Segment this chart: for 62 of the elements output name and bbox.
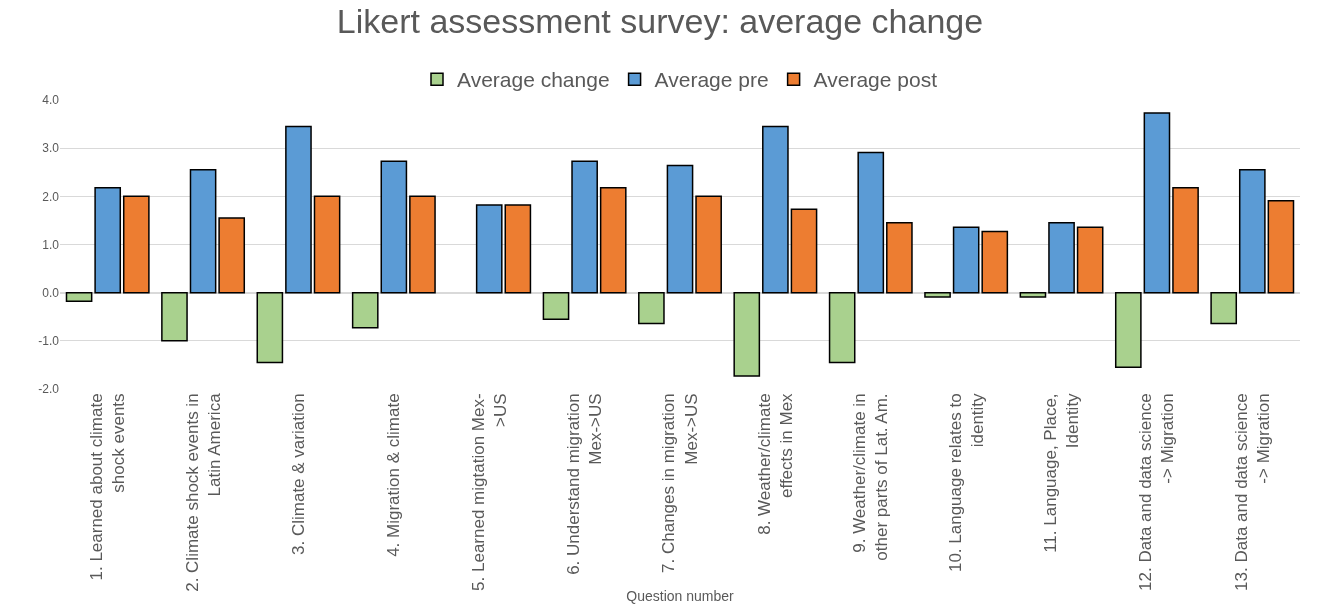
bar (542, 291, 570, 320)
bar (1172, 186, 1199, 294)
x-tick-label: 10. Language relates to identity (945, 392, 987, 573)
bar (924, 291, 951, 298)
bar (571, 160, 598, 294)
x-tick-label: 9. Weather/climate in other parts of Lat. Am. (850, 393, 892, 561)
x-tick-label: 6. Understand migration Mex->US (564, 393, 606, 575)
legend-label: Average pre (654, 68, 769, 92)
bar (599, 186, 627, 294)
bar (351, 291, 379, 329)
x-tick-label: 7. Changes in migration Mex->US (659, 393, 701, 573)
bar (952, 226, 980, 294)
bar (857, 151, 885, 294)
bar (1238, 169, 1266, 294)
bar (638, 291, 665, 325)
chart-title: Likert assessment survey: average change (336, 1, 984, 40)
bar (285, 125, 312, 294)
bar (1019, 291, 1047, 298)
y-tick-label: -1.0 (38, 334, 60, 349)
bar (1143, 112, 1171, 294)
y-tick-label: -2.0 (38, 382, 60, 397)
bar (1076, 226, 1104, 294)
y-tick-label: 4.0 (42, 93, 60, 108)
x-axis-title: Question number (626, 588, 735, 604)
bar (886, 222, 913, 294)
x-tick-label: 8. Weather/climate effects in Mex (754, 392, 796, 535)
x-tick-label: 11. Language, Place, Identity (1041, 392, 1083, 553)
bar (666, 164, 694, 294)
y-tick-label: 2.0 (42, 189, 60, 204)
x-tick-label: 3. Climate & variation (288, 393, 308, 555)
bar (65, 291, 93, 303)
bar (1114, 291, 1142, 369)
bar (218, 217, 246, 294)
x-tick-label: 1. Learned about climate shock events (87, 393, 129, 581)
bar (1267, 199, 1295, 294)
legend-label: Average post (813, 68, 938, 92)
bar (122, 195, 150, 294)
bar (94, 186, 122, 294)
x-tick-label: 13. Data and data science -> Migration (1231, 393, 1273, 591)
bar (828, 291, 856, 364)
bar (313, 195, 341, 294)
bar (161, 291, 188, 342)
bar (762, 125, 789, 294)
bar (504, 204, 532, 294)
bar (790, 208, 818, 294)
legend-label: Average change (457, 68, 610, 92)
y-tick-label: 0.0 (42, 285, 60, 300)
y-tick-label: 3.0 (42, 141, 60, 156)
bar (1048, 222, 1075, 294)
bar (380, 160, 408, 294)
bar (733, 291, 761, 377)
bar (1210, 291, 1238, 325)
y-tick-label: 1.0 (42, 237, 60, 252)
bar (981, 230, 1009, 294)
x-tick-label: 5. Learned migtation Mex- >US (468, 393, 510, 591)
bar (256, 291, 284, 364)
x-tick-label: 4. Migration & climate (384, 393, 404, 557)
bar (189, 169, 217, 294)
bar (475, 204, 503, 294)
bar (409, 195, 436, 294)
x-tick-label: 12. Data and data science -> Migration (1136, 393, 1178, 591)
bar (695, 195, 722, 294)
